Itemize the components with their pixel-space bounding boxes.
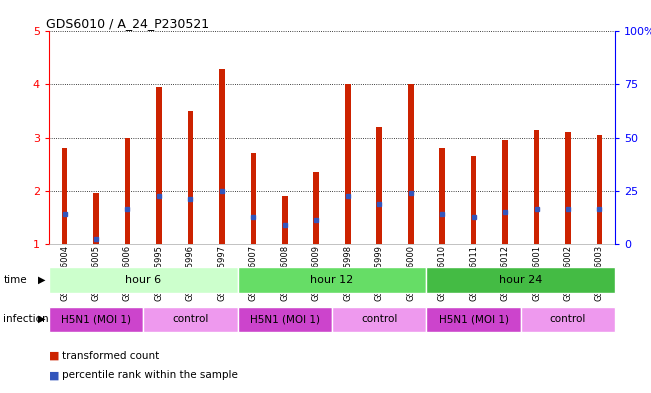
Bar bbox=[49, 267, 238, 293]
Bar bbox=[471, 156, 477, 244]
Bar bbox=[238, 307, 332, 332]
Text: ▶: ▶ bbox=[38, 275, 46, 285]
Text: ▶: ▶ bbox=[38, 314, 46, 324]
Bar bbox=[49, 307, 143, 332]
Bar bbox=[596, 135, 602, 244]
Text: hour 24: hour 24 bbox=[499, 275, 542, 285]
Bar bbox=[282, 196, 288, 244]
Bar bbox=[124, 138, 130, 244]
Text: hour 12: hour 12 bbox=[311, 275, 353, 285]
Text: H5N1 (MOI 1): H5N1 (MOI 1) bbox=[250, 314, 320, 324]
Bar bbox=[62, 148, 68, 244]
Bar bbox=[251, 153, 256, 244]
Bar bbox=[534, 130, 540, 244]
Bar bbox=[156, 87, 162, 244]
Text: hour 6: hour 6 bbox=[125, 275, 161, 285]
Bar bbox=[521, 307, 615, 332]
Text: percentile rank within the sample: percentile rank within the sample bbox=[62, 370, 238, 380]
Bar bbox=[219, 68, 225, 244]
Bar bbox=[439, 148, 445, 244]
Text: time: time bbox=[3, 275, 27, 285]
Bar bbox=[93, 193, 99, 244]
Text: control: control bbox=[361, 314, 397, 324]
Text: control: control bbox=[550, 314, 586, 324]
Bar bbox=[426, 267, 615, 293]
Bar bbox=[408, 84, 413, 244]
Text: ■: ■ bbox=[49, 351, 59, 361]
Bar bbox=[143, 307, 238, 332]
Text: H5N1 (MOI 1): H5N1 (MOI 1) bbox=[439, 314, 508, 324]
Text: ■: ■ bbox=[49, 370, 59, 380]
Text: infection: infection bbox=[3, 314, 49, 324]
Bar bbox=[426, 307, 521, 332]
Bar bbox=[345, 84, 351, 244]
Bar bbox=[238, 267, 426, 293]
Text: GDS6010 / A_24_P230521: GDS6010 / A_24_P230521 bbox=[46, 17, 209, 30]
Text: transformed count: transformed count bbox=[62, 351, 159, 361]
Bar bbox=[565, 132, 571, 244]
Text: control: control bbox=[173, 314, 208, 324]
Bar bbox=[187, 111, 193, 244]
Bar bbox=[313, 172, 319, 244]
Bar bbox=[332, 307, 426, 332]
Text: H5N1 (MOI 1): H5N1 (MOI 1) bbox=[61, 314, 131, 324]
Bar bbox=[376, 127, 382, 244]
Bar bbox=[502, 140, 508, 244]
